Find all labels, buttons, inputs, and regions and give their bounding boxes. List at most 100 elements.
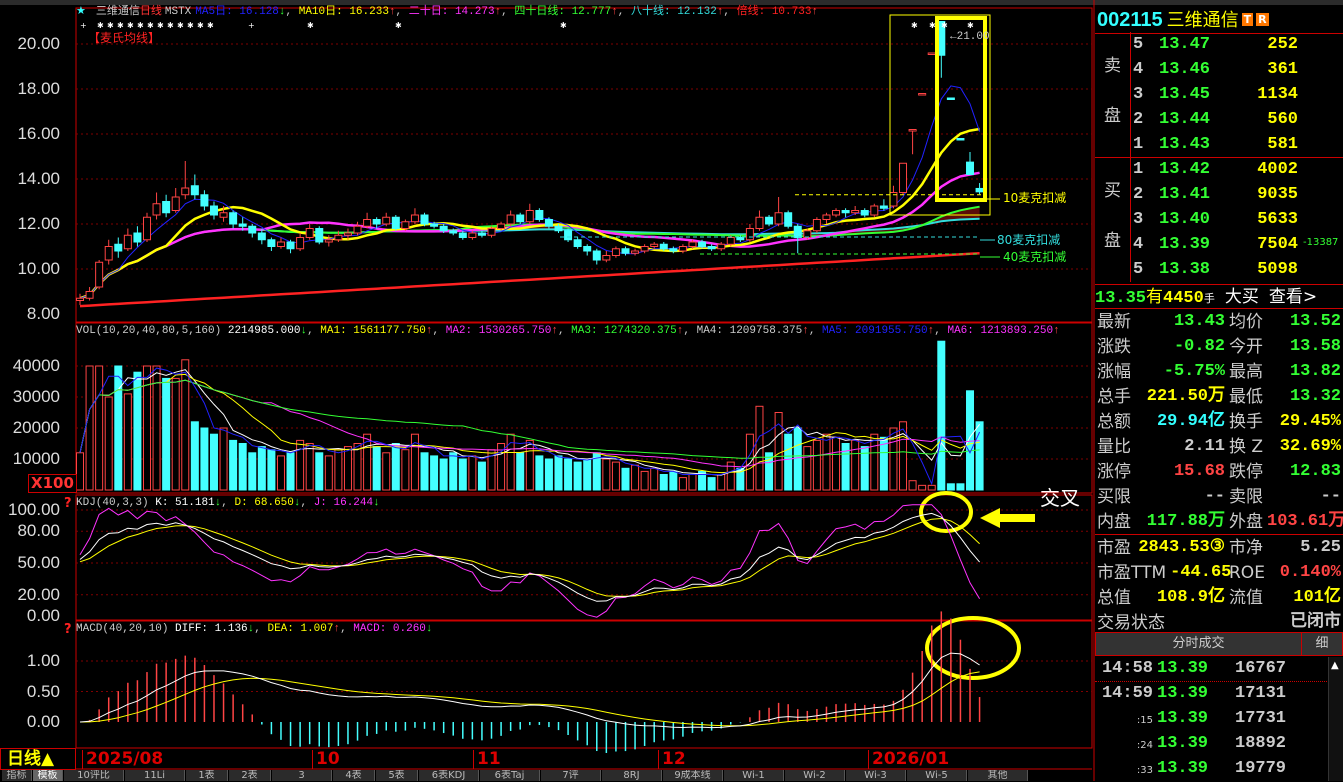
- tab-3[interactable]: 11Li: [125, 770, 185, 781]
- candle-body: [372, 219, 381, 225]
- stat-cell: 外盘 103.61万: [1229, 509, 1343, 534]
- volume-bar: [516, 452, 525, 491]
- tab-7[interactable]: 4表: [333, 770, 375, 781]
- stat-value: 32.69%: [1279, 436, 1341, 456]
- volume-bar: [544, 458, 553, 491]
- stats-row: 总额 29.94亿 换手 29.45%: [1095, 409, 1343, 434]
- candle-body: [956, 138, 965, 141]
- stat-value: 108.9亿: [1156, 587, 1225, 607]
- stat-cell: 市盈 2843.53③: [1097, 535, 1225, 560]
- candle-body: [142, 216, 151, 241]
- tab-12[interactable]: 8RJ: [602, 770, 662, 781]
- tab-1[interactable]: 模板: [33, 770, 63, 781]
- star-marker: ✱: [117, 21, 124, 30]
- ticks-scrollbar[interactable]: [1328, 657, 1343, 781]
- volume-bar: [573, 461, 582, 491]
- ticks-detail-button[interactable]: 细: [1301, 633, 1342, 655]
- price-axis-label: 14.00: [17, 169, 60, 188]
- tick-row: 14:58 13.39 16767: [1095, 657, 1327, 682]
- candle-body: [477, 232, 486, 236]
- book-side-label: 盘: [1104, 231, 1121, 251]
- scroll-up-icon[interactable]: ▲: [1331, 660, 1339, 671]
- stats-row: 内盘 117.88万 外盘 103.61万: [1095, 509, 1343, 534]
- stat-cell: 最低 13.32: [1229, 384, 1341, 409]
- ma-value: 八十线: 12.132: [631, 6, 717, 18]
- volume-bar: [611, 461, 620, 491]
- stat-value: -44.65: [1170, 562, 1232, 582]
- volume-bar: [956, 483, 965, 491]
- stat-label: 市盈: [1097, 537, 1131, 558]
- tab-0[interactable]: 指标: [2, 770, 32, 781]
- volume-bar: [812, 439, 821, 491]
- help-icon: ?: [64, 622, 72, 637]
- order-row-buy[interactable]: 3 13.40 5633: [1133, 208, 1301, 233]
- tab-6[interactable]: 3: [272, 770, 332, 781]
- order-row-sell[interactable]: 3 13.45 1134: [1133, 83, 1301, 108]
- order-row-buy[interactable]: 1 13.42 4002: [1133, 158, 1301, 183]
- date-axis-label: 10: [312, 750, 340, 769]
- order-row-buy[interactable]: 4 13.39 7504: [1133, 233, 1301, 258]
- candle-body: [812, 219, 821, 232]
- order-level: 5: [1133, 260, 1144, 279]
- view-link: 查看>: [1268, 287, 1318, 307]
- date-axis-label: 2026/01: [868, 750, 949, 769]
- tab-2[interactable]: 10评比: [64, 770, 124, 781]
- ma-bei-line: [79, 252, 980, 308]
- tab-15[interactable]: Wi-2: [785, 770, 845, 781]
- volume-bar: [430, 455, 439, 491]
- stock-code: 002115: [1097, 9, 1163, 31]
- tab-9[interactable]: 6表KDJ: [419, 770, 479, 781]
- stat-value: 13.58: [1289, 336, 1341, 356]
- tab-4[interactable]: 1表: [186, 770, 228, 781]
- order-row-sell[interactable]: 5 13.47 252: [1133, 33, 1301, 58]
- tab-8[interactable]: 5表: [376, 770, 418, 781]
- candle-body: [573, 239, 582, 247]
- big-order-row[interactable]: 13.35有4450手 大买 查看>: [1095, 284, 1343, 309]
- star-marker: ✱: [187, 21, 194, 30]
- tick-price: 13.39: [1157, 684, 1209, 703]
- candle-body: [592, 250, 601, 261]
- period-toggle-button[interactable]: 日线▲: [0, 748, 76, 770]
- order-row-sell[interactable]: 1 13.43 581: [1133, 133, 1301, 158]
- stat-value: --: [1204, 486, 1225, 506]
- stat-cell: 涨跌 -0.82: [1097, 334, 1225, 359]
- order-price: 13.38: [1159, 260, 1211, 279]
- legend-value: MA2: 1530265.750: [445, 325, 552, 337]
- tab-18[interactable]: 其他: [968, 770, 1028, 781]
- order-row-buy[interactable]: 2 13.41 9035: [1133, 183, 1301, 208]
- volume-bar: [525, 439, 534, 491]
- order-row-buy[interactable]: 5 13.38 5098: [1133, 258, 1301, 283]
- stat-value: 103.61万: [1267, 511, 1343, 531]
- tab-11[interactable]: 7评: [541, 770, 601, 781]
- stat-label: 总值: [1097, 587, 1131, 608]
- volume-bar: [209, 433, 218, 491]
- book-side-note: -13387: [1303, 237, 1339, 248]
- book-side-label: 盘: [1104, 106, 1121, 126]
- volume-bar: [717, 474, 726, 491]
- candle-body: [927, 52, 936, 55]
- volume-bar: [267, 449, 276, 491]
- tab-14[interactable]: Wi-1: [724, 770, 784, 781]
- tab-17[interactable]: Wi-5: [907, 770, 967, 781]
- marker: ✱: [967, 21, 974, 30]
- candle-body: [564, 230, 573, 241]
- marker: +: [80, 21, 87, 30]
- date-axis-label: 2025/08: [82, 750, 163, 769]
- order-row-sell[interactable]: 4 13.46 361: [1133, 58, 1301, 83]
- order-row-sell[interactable]: 2 13.44 560: [1133, 108, 1301, 133]
- volume-bar: [822, 433, 831, 491]
- tab-5[interactable]: 2表: [229, 770, 271, 781]
- candle-body: [717, 243, 726, 250]
- candle-body: [343, 232, 352, 236]
- candle-body: [640, 246, 649, 252]
- tab-10[interactable]: 6表Taj: [480, 770, 540, 781]
- volume-bar: [171, 377, 180, 491]
- tab-13[interactable]: 9成本线: [663, 770, 723, 781]
- star-marker: ✱: [207, 21, 214, 30]
- tab-16[interactable]: Wi-3: [846, 770, 906, 781]
- volume-bar: [803, 446, 812, 491]
- ma40-deduct-label: 40麦克扣减: [1003, 250, 1067, 264]
- candle-body: [305, 228, 314, 238]
- order-price: 13.39: [1159, 235, 1211, 254]
